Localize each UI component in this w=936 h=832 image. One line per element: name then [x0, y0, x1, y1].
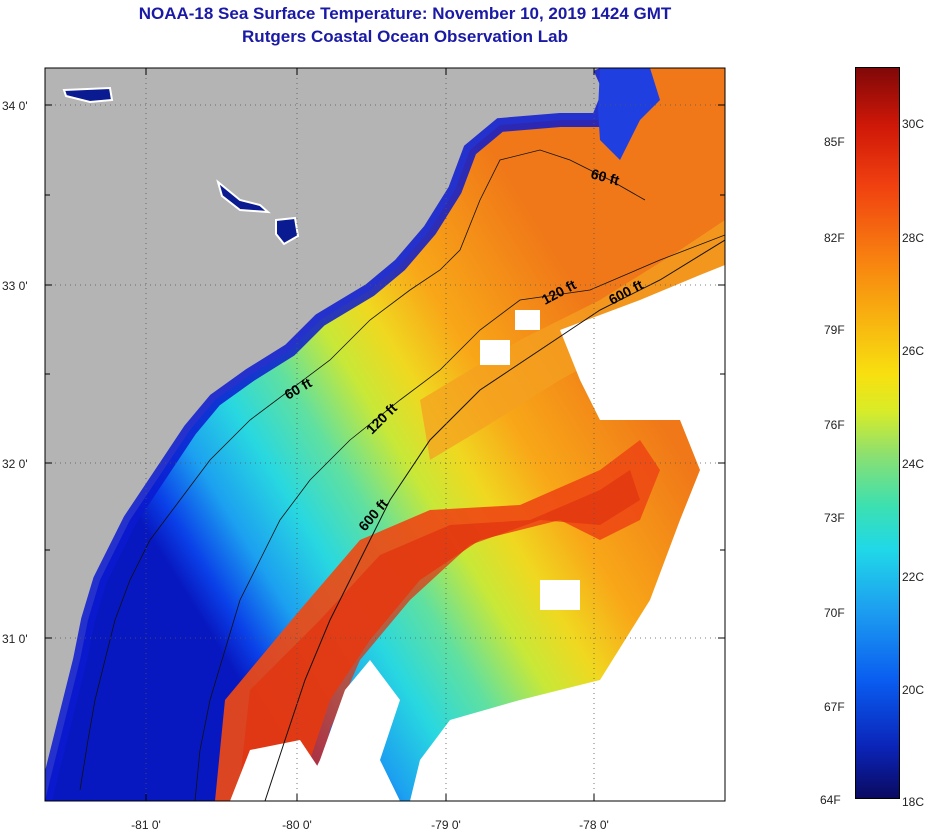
- colorbar-label-67f: 67F: [824, 700, 845, 714]
- lon-label-81: -81 0': [131, 818, 161, 832]
- lon-label-79: -79 0': [431, 818, 461, 832]
- cloud-cover-south: [300, 660, 400, 801]
- lat-label-33: 33 0': [2, 279, 28, 293]
- cloud-patch: [480, 340, 510, 365]
- colorbar-label-79f: 79F: [824, 323, 845, 337]
- contour-120ft: [194, 234, 725, 801]
- cloud-patch: [515, 310, 540, 330]
- land-mass: [45, 68, 610, 801]
- axis-ticks: [45, 68, 725, 801]
- lat-label-31: 31 0': [2, 632, 28, 646]
- cloud-cover-east: [410, 265, 725, 801]
- lon-label-78: -78 0': [579, 818, 609, 832]
- colorbar-label-73f: 73F: [824, 511, 845, 525]
- lon-label-80: -80 0': [282, 818, 312, 832]
- lat-label-34: 34 0': [2, 99, 28, 113]
- map-frame: [44, 67, 726, 802]
- graticule: [45, 68, 725, 801]
- colorbar-label-24c: 24C: [902, 457, 925, 471]
- cloud-patch: [540, 580, 580, 610]
- inland-water: [62, 86, 114, 104]
- map-title: NOAA-18 Sea Surface Temperature: Novembe…: [138, 4, 672, 23]
- colorbar-label-70f: 70F: [824, 606, 845, 620]
- colorbar-label-26c: 26C: [902, 344, 925, 358]
- temperature-colorbar: [855, 67, 900, 799]
- contour-60ft: [79, 149, 646, 791]
- contour-label-60ft-north: 60 ft: [589, 165, 621, 188]
- map-subtitle: Rutgers Coastal Ocean Observation Lab: [242, 27, 568, 46]
- colorbar-label-64f: 64F: [820, 793, 841, 807]
- colorbar-label-82f: 82F: [824, 231, 845, 245]
- coastal-cold-water: [45, 68, 618, 801]
- colorbar-label-76f: 76F: [824, 418, 845, 432]
- contour-600ft: [264, 239, 725, 801]
- colorbar-label-22c: 22C: [902, 570, 925, 584]
- colorbar-label-18c: 18C: [902, 795, 925, 809]
- inland-water: [275, 216, 300, 246]
- colorbar-label-20c: 20C: [902, 683, 925, 697]
- cape-fear-plume: [598, 68, 660, 160]
- inland-water: [216, 179, 271, 214]
- colorbar-label-85f: 85F: [824, 135, 845, 149]
- lat-label-32: 32 0': [2, 457, 28, 471]
- colorbar-label-30c: 30C: [902, 117, 925, 131]
- colorbar-label-28c: 28C: [902, 231, 925, 245]
